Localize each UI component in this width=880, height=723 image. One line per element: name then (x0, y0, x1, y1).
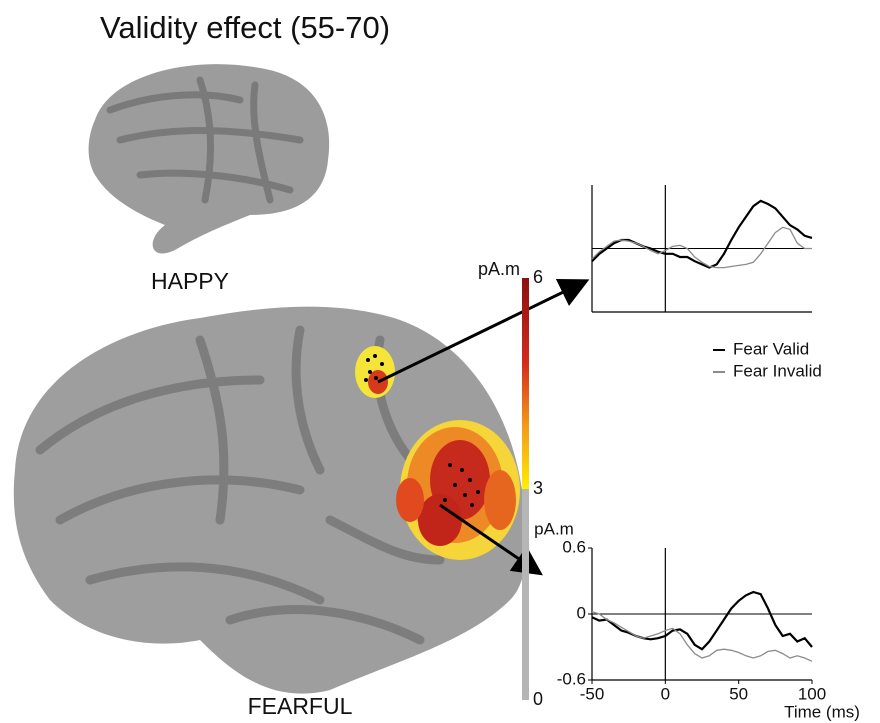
line (592, 612, 812, 662)
legend-label: Fear Invalid (733, 361, 822, 380)
y-tick-label: 0 (577, 603, 586, 622)
colorbar-tick-label: 6 (533, 267, 543, 287)
brain-label: HAPPY (151, 268, 229, 294)
legend-label: Fear Valid (733, 339, 809, 358)
brain-label: FEARFUL (248, 693, 353, 719)
colorbar-label: pA.m (478, 259, 520, 279)
y-tick-label: 0.6 (562, 537, 586, 556)
colorbar-tick-label: 0 (533, 689, 543, 709)
line (592, 201, 812, 268)
x-axis-label: Time (ms) (784, 702, 860, 721)
line (592, 592, 812, 649)
title: Validity effect (55-70) (100, 10, 390, 45)
line (592, 227, 812, 267)
fearful-brain (14, 307, 527, 694)
x-tick-label: 0 (661, 684, 670, 703)
happy-brain (89, 64, 330, 253)
colorbar-low (522, 489, 529, 700)
x-tick-label: -50 (580, 684, 605, 703)
colorbar-high (522, 278, 529, 489)
y-axis-label: pA.m (534, 519, 574, 538)
colorbar-tick-label: 3 (533, 478, 543, 498)
figure: Validity effect (55-70) HAPPY FEARFUL (0, 0, 880, 723)
x-tick-label: 100 (798, 684, 826, 703)
x-tick-label: 50 (729, 684, 748, 703)
